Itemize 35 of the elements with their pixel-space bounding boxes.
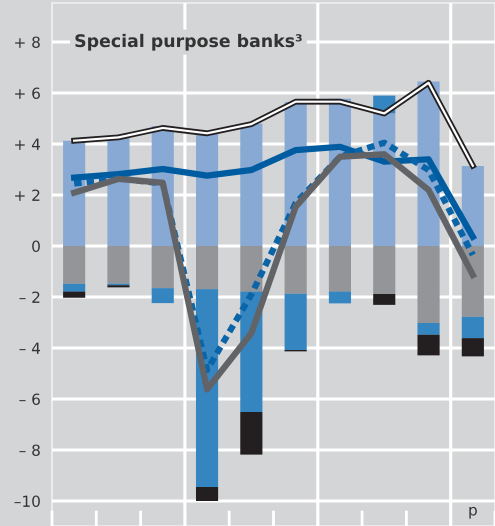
bar bbox=[152, 288, 174, 304]
bar bbox=[107, 246, 130, 284]
bar bbox=[63, 292, 86, 298]
bar bbox=[417, 246, 440, 324]
bar bbox=[328, 292, 352, 304]
bar bbox=[462, 316, 484, 338]
bar bbox=[462, 338, 484, 356]
bar bbox=[63, 284, 86, 292]
bar bbox=[417, 334, 440, 356]
y-tick-label: –10 bbox=[14, 495, 40, 508]
y-tick-label: + 4 bbox=[15, 138, 40, 150]
y-tick-label: – 2 bbox=[19, 291, 40, 303]
text: Special purpose banks³ bbox=[75, 34, 302, 51]
y-tick-label: – 6 bbox=[19, 393, 40, 406]
bar bbox=[240, 246, 262, 292]
bar bbox=[240, 124, 262, 246]
bar bbox=[196, 486, 218, 502]
bar bbox=[196, 134, 218, 246]
x-tick-label: p bbox=[469, 506, 477, 519]
bar bbox=[284, 246, 307, 294]
bar bbox=[63, 246, 86, 284]
y-tick-label: + 6 bbox=[15, 87, 40, 100]
bar bbox=[284, 294, 307, 350]
y-tick-label: 0 bbox=[32, 240, 40, 252]
bar bbox=[196, 246, 218, 290]
bar bbox=[373, 294, 396, 305]
bar bbox=[373, 246, 396, 294]
y-tick-label: – 4 bbox=[19, 342, 40, 354]
y-tick-label: + 8 bbox=[15, 36, 40, 48]
bar bbox=[328, 246, 352, 292]
bar bbox=[417, 323, 440, 335]
y-tick-label: – 8 bbox=[19, 444, 40, 456]
bar bbox=[152, 246, 174, 288]
y-tick-label: + 2 bbox=[15, 189, 40, 201]
bar bbox=[240, 412, 262, 455]
